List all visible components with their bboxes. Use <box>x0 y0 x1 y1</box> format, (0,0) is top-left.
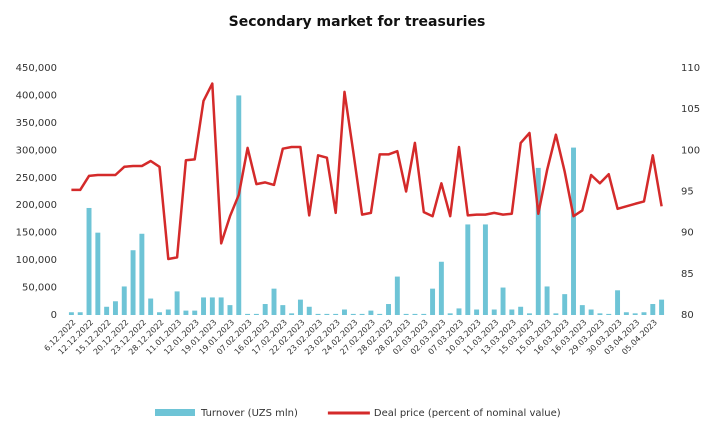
bar <box>544 286 550 315</box>
bar <box>350 313 356 315</box>
bar <box>438 261 444 315</box>
bar <box>315 313 321 315</box>
y2-tick-label: 105 <box>681 104 700 115</box>
y-tick-label: 50,000 <box>22 283 57 294</box>
y2-tick-label: 110 <box>681 63 700 74</box>
y2-tick-label: 80 <box>681 310 694 321</box>
bar <box>482 224 488 315</box>
legend-label: Deal price (percent of nominal value) <box>374 408 561 419</box>
y2-tick-label: 100 <box>681 145 700 156</box>
bar <box>201 297 207 315</box>
y-tick-label: 400,000 <box>16 90 57 101</box>
bar <box>562 294 568 315</box>
bar <box>130 250 136 315</box>
bar <box>192 310 198 315</box>
y2-tick-label: 95 <box>681 187 694 198</box>
bar <box>148 298 154 315</box>
bar <box>209 297 215 315</box>
bar <box>571 147 576 315</box>
bar <box>157 312 162 315</box>
bar <box>77 312 83 315</box>
bar <box>271 288 277 315</box>
bar <box>386 304 391 315</box>
bar <box>447 313 453 315</box>
y2-tick-label: 85 <box>681 269 694 280</box>
y-tick-label: 250,000 <box>16 173 57 184</box>
y-tick-label: 100,000 <box>16 255 57 266</box>
bar <box>412 313 418 315</box>
bar <box>394 276 400 315</box>
bar <box>165 309 171 315</box>
bar <box>174 291 180 315</box>
bar <box>68 312 74 315</box>
bar <box>579 305 585 315</box>
bar <box>368 310 374 315</box>
bar <box>641 312 647 315</box>
bar <box>218 297 224 315</box>
bar <box>474 309 480 315</box>
bar <box>262 304 268 315</box>
y-tick-label: 450,000 <box>16 63 57 74</box>
bar <box>183 310 189 315</box>
bar <box>342 309 347 315</box>
bar <box>245 313 251 315</box>
bar <box>526 313 532 315</box>
bar <box>588 309 594 315</box>
y-tick-label: 200,000 <box>16 200 57 211</box>
bar <box>377 313 383 315</box>
bar <box>518 306 524 315</box>
bar <box>139 233 145 315</box>
y-tick-label: 350,000 <box>16 118 57 129</box>
bar <box>597 313 603 315</box>
bar <box>623 312 629 315</box>
bar <box>430 288 436 315</box>
bar <box>465 224 471 315</box>
bar <box>606 313 612 315</box>
bar <box>324 313 330 315</box>
bar <box>86 207 92 315</box>
chart-title: Secondary market for treasuries <box>229 14 486 30</box>
bar <box>253 313 259 315</box>
y-tick-label: 150,000 <box>16 228 57 239</box>
y-tick-label: 0 <box>51 310 57 321</box>
bar <box>421 313 427 315</box>
bar <box>306 306 312 315</box>
bar <box>659 299 665 315</box>
bar <box>456 308 462 315</box>
y-tick-label: 300,000 <box>16 145 57 156</box>
bar <box>553 313 559 315</box>
bar <box>333 313 339 315</box>
bar <box>359 313 365 315</box>
bar <box>227 305 233 315</box>
legend-label: Turnover (UZS mln) <box>200 408 298 419</box>
legend-swatch <box>155 409 195 416</box>
bar <box>236 95 242 315</box>
bar <box>535 167 541 315</box>
bar <box>104 306 110 315</box>
bar <box>403 313 409 315</box>
bar <box>289 313 295 315</box>
y2-tick-label: 90 <box>681 228 694 239</box>
line <box>71 82 663 261</box>
bar <box>509 309 515 315</box>
bar <box>121 286 127 315</box>
bar <box>95 232 101 315</box>
bar <box>280 305 286 315</box>
bar <box>650 304 656 315</box>
bar <box>615 290 621 315</box>
bar <box>112 301 118 315</box>
bar <box>491 309 497 315</box>
bar <box>297 299 303 315</box>
bar <box>632 313 638 315</box>
bar <box>500 287 506 315</box>
